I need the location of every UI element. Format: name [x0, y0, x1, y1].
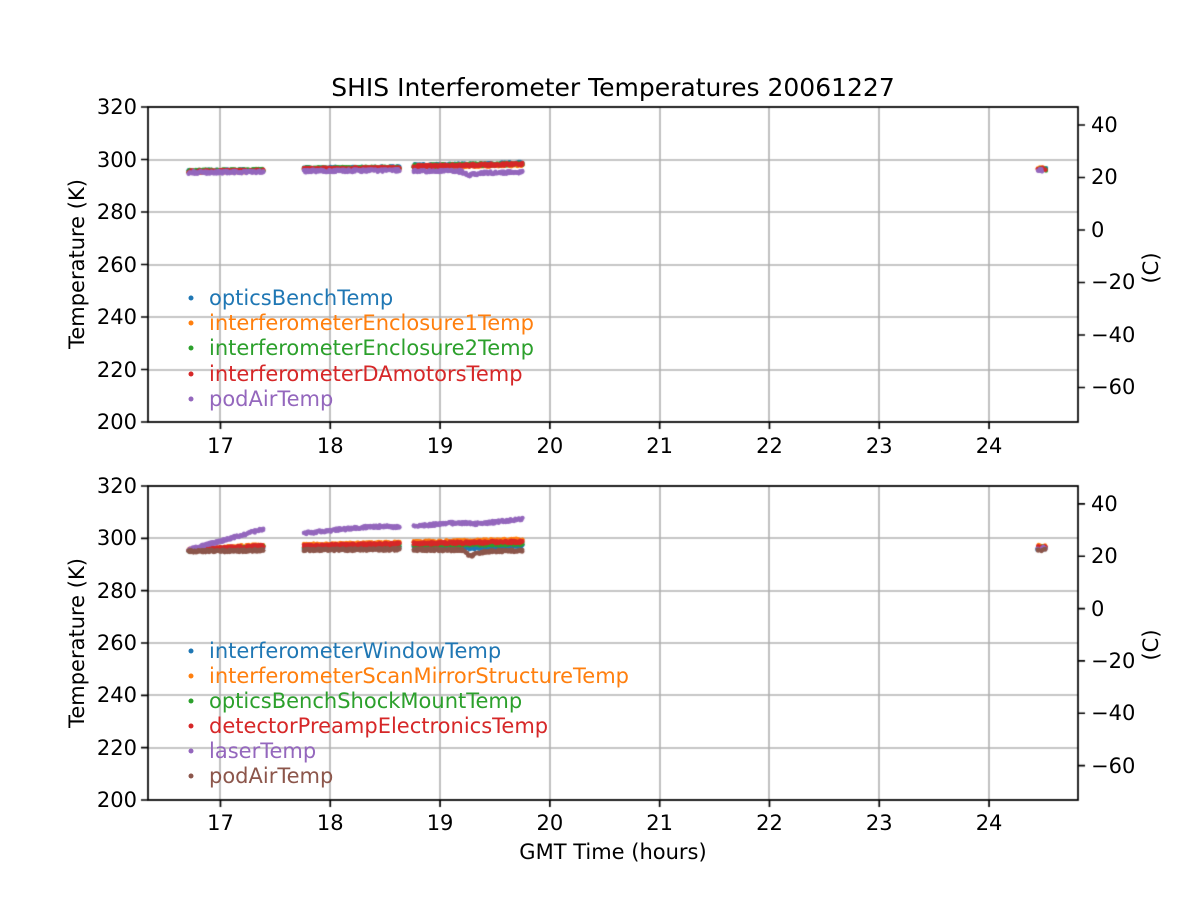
y-tick-label-left: 260 [96, 631, 137, 655]
y-tick-label-left: 320 [96, 474, 137, 498]
y-tick-label-right: −60 [1091, 753, 1136, 778]
x-axis-label: GMT Time (hours) [519, 840, 707, 864]
x-tick-label: 17 [207, 434, 234, 458]
legend-marker-dot [188, 320, 194, 326]
x-tick-label: 19 [426, 434, 454, 458]
y-tick-label-left: 220 [96, 735, 137, 760]
legend-marker-dot [188, 345, 194, 351]
legend-marker-dot [188, 748, 194, 754]
y-tick-label-right: −40 [1091, 701, 1136, 726]
y-tick-label-left: 320 [96, 95, 137, 119]
x-tick-label: 22 [756, 811, 783, 835]
y-tick-label-right: 40 [1091, 491, 1118, 516]
legend-label: interferometerScanMirrorStructureTemp [209, 664, 630, 688]
y-tick-label-right: 0 [1091, 217, 1105, 242]
legend-label: detectorPreampElectronicsTemp [209, 714, 549, 738]
y-tick-label-left: 240 [96, 683, 137, 708]
legend-marker-dot [188, 295, 194, 301]
legend-label: podAirTemp [209, 764, 334, 788]
y-tick-label-right: −20 [1091, 648, 1136, 673]
legend-label: interferometerEnclosure2Temp [209, 336, 534, 361]
top-right-axis-label: (C) [1139, 252, 1163, 284]
y-tick-label-left: 240 [96, 305, 137, 329]
legend-label: interferometerDAmotorsTemp [209, 361, 523, 386]
x-tick-label: 22 [756, 434, 783, 458]
legend-label: opticsBenchShockMountTemp [209, 689, 523, 713]
legend-marker-dot [188, 673, 194, 679]
x-tick-label: 21 [646, 434, 674, 458]
legend-label: podAirTemp [209, 386, 334, 411]
y-tick-label-right: 20 [1091, 165, 1118, 190]
y-tick-label-left: 200 [96, 788, 137, 812]
x-tick-label: 18 [316, 811, 344, 835]
x-tick-label: 21 [646, 811, 674, 835]
x-tick-label: 20 [536, 811, 564, 835]
bottom-y-axis-label: Temperature (K) [65, 558, 89, 728]
bottom-right-axis-label: (C) [1139, 629, 1163, 661]
x-tick-label: 18 [316, 434, 344, 458]
x-tick-label: 20 [536, 434, 564, 458]
y-tick-label-right: −60 [1091, 375, 1136, 400]
y-tick-label-left: 260 [96, 252, 137, 277]
y-tick-label-right: 20 [1091, 544, 1118, 569]
y-tick-label-left: 300 [96, 147, 137, 172]
y-tick-label-left: 200 [96, 410, 137, 434]
y-tick-label-left: 280 [96, 200, 137, 224]
y-tick-label-left: 300 [96, 526, 137, 551]
legend-marker-dot [188, 371, 194, 377]
x-tick-label: 23 [865, 434, 893, 458]
legend-label: interferometerEnclosure1Temp [209, 311, 534, 336]
x-tick-label: 24 [975, 811, 1003, 835]
top-y-axis-label: Temperature (K) [65, 179, 89, 349]
y-tick-label-right: −40 [1091, 322, 1136, 347]
x-tick-label: 17 [207, 811, 234, 835]
legend-label: laserTemp [209, 739, 317, 763]
y-tick-label-right: −20 [1091, 270, 1136, 295]
x-tick-label: 24 [975, 434, 1003, 458]
legend-marker-dot [188, 723, 194, 729]
legend-label: opticsBenchTemp [209, 286, 394, 310]
legend-marker-dot [188, 648, 194, 654]
x-tick-label: 19 [426, 811, 454, 835]
y-tick-label-left: 220 [96, 357, 137, 382]
legend-marker-dot [188, 396, 194, 402]
x-tick-label: 23 [865, 811, 893, 835]
chart-title: SHIS Interferometer Temperatures 2006122… [331, 73, 895, 102]
y-tick-label-right: 0 [1091, 596, 1105, 621]
legend-marker-dot [188, 698, 194, 704]
legend-marker-dot [188, 773, 194, 779]
y-tick-label-left: 280 [96, 578, 137, 603]
y-tick-label-right: 40 [1091, 112, 1118, 137]
legend-label: interferometerWindowTemp [209, 639, 502, 663]
